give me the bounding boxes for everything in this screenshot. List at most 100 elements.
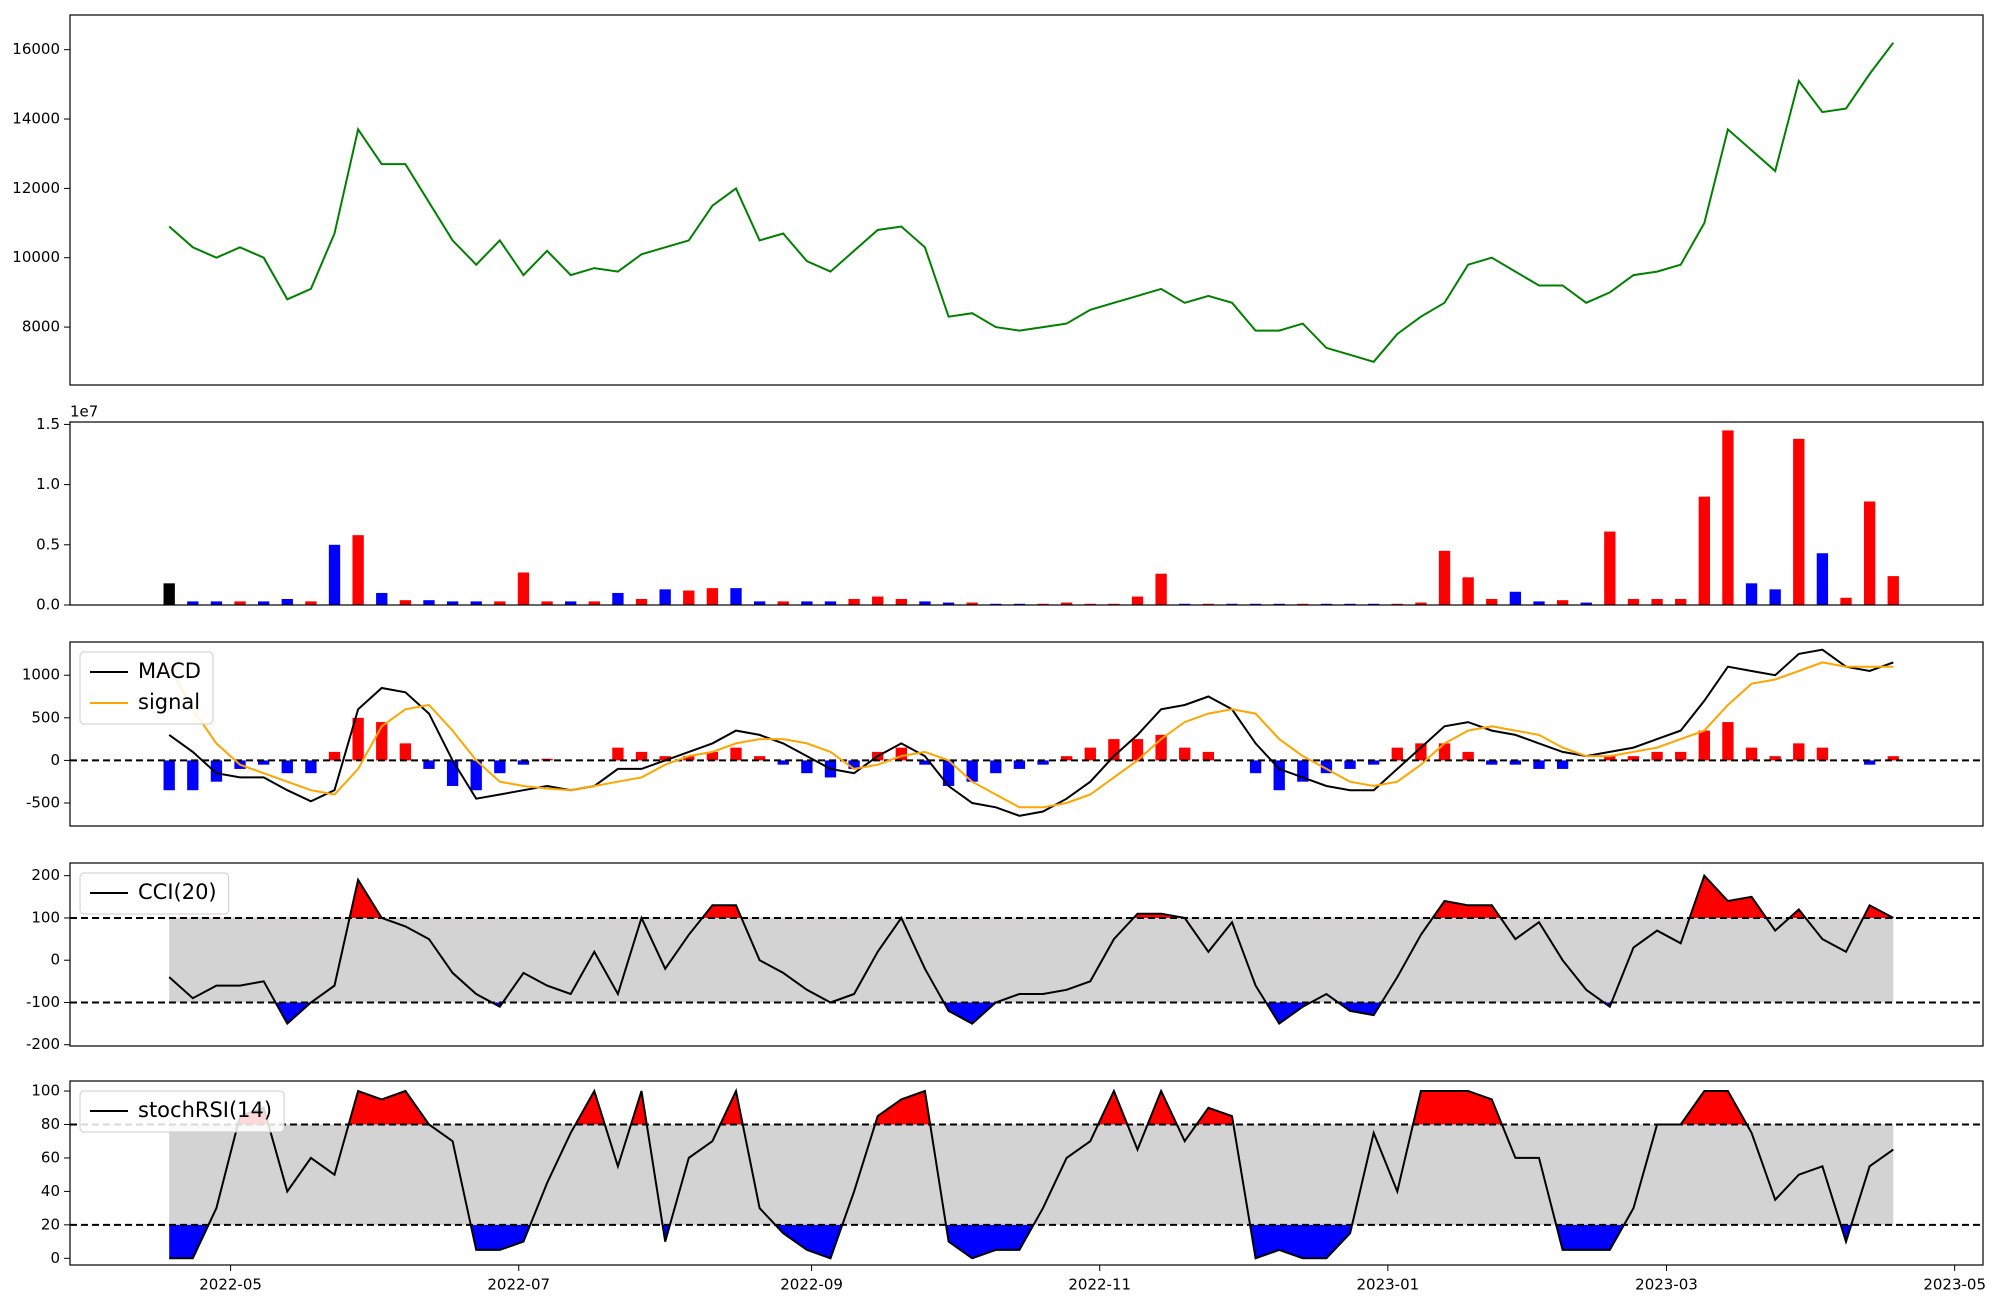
histogram-bar bbox=[1368, 760, 1380, 765]
x-tick-label: 2022-11 bbox=[1068, 1276, 1131, 1294]
legend-label: signal bbox=[138, 690, 200, 714]
y-tick-label: 200 bbox=[31, 866, 60, 884]
volume-bar bbox=[1368, 603, 1380, 605]
histogram-bar bbox=[895, 747, 907, 761]
histogram-bar bbox=[1533, 760, 1545, 769]
volume-bar bbox=[872, 596, 884, 605]
upper-fill bbox=[169, 1091, 1894, 1125]
volume-bar bbox=[824, 601, 837, 605]
histogram-bar bbox=[1179, 747, 1191, 761]
panel: MACD signal -500 0 500 1000 bbox=[22, 641, 1984, 827]
volume-bar bbox=[1226, 603, 1238, 605]
x-tick-label: 2023-05 bbox=[1923, 1276, 1986, 1294]
frame bbox=[69, 14, 1984, 386]
volume-bar bbox=[1675, 598, 1687, 605]
volume-bar bbox=[1320, 603, 1333, 605]
histogram-bar bbox=[1297, 760, 1309, 782]
volume-bar bbox=[1084, 603, 1096, 605]
indicator-line bbox=[168, 648, 1894, 817]
histogram-bar bbox=[730, 747, 742, 761]
histogram-bar bbox=[848, 760, 860, 769]
volume-bar bbox=[470, 601, 482, 605]
y-tick-label: 0 bbox=[50, 1249, 60, 1267]
histogram-bar bbox=[281, 760, 293, 774]
histogram-bar bbox=[1651, 751, 1663, 761]
panel: CCI(20) -200 -100 0 100 200 bbox=[26, 862, 1984, 1053]
histogram-bar bbox=[446, 760, 459, 786]
volume-bar bbox=[612, 592, 624, 605]
histogram-bar bbox=[1415, 743, 1427, 761]
volume-bar bbox=[1722, 430, 1734, 605]
histogram-bar bbox=[1273, 760, 1285, 791]
volume-bar bbox=[1533, 601, 1545, 605]
x-tick-label: 2023-01 bbox=[1357, 1276, 1420, 1294]
volume-bar bbox=[1249, 603, 1262, 605]
price-line bbox=[168, 42, 1895, 363]
panel: 1e7 0.0 0.5 1.0 1.5 bbox=[36, 403, 1984, 614]
y-tick-label: 0.0 bbox=[36, 596, 60, 614]
legend-label: stochRSI(14) bbox=[138, 1098, 272, 1122]
legend-box bbox=[79, 872, 230, 915]
volume-bar bbox=[1013, 603, 1026, 605]
y-tick-label: -200 bbox=[26, 1035, 60, 1053]
y-tick-label: 0.5 bbox=[36, 535, 60, 553]
volume-bar bbox=[1556, 600, 1569, 605]
histogram-bar bbox=[683, 756, 695, 761]
histogram-bar bbox=[1816, 747, 1829, 761]
volume-bar bbox=[1698, 496, 1710, 605]
histogram-bar bbox=[163, 760, 175, 791]
y-tick-label: 100 bbox=[31, 1082, 60, 1100]
volume-bar bbox=[1179, 603, 1191, 605]
volume-bar bbox=[1769, 589, 1781, 605]
indicator-line bbox=[168, 661, 1894, 809]
y-tick-label: 14000 bbox=[12, 110, 60, 128]
histogram-bar bbox=[470, 760, 482, 791]
histogram-bar bbox=[1462, 751, 1474, 761]
volume-bar bbox=[541, 601, 553, 605]
volume-bar bbox=[1486, 598, 1498, 605]
y-tick-label: 8000 bbox=[22, 318, 60, 336]
volume-bar bbox=[376, 592, 388, 605]
volume-bar bbox=[305, 601, 317, 605]
histogram-bar bbox=[1249, 760, 1262, 774]
volume-bar bbox=[683, 590, 695, 605]
volume-bar bbox=[1060, 602, 1073, 605]
volume-bar bbox=[1816, 553, 1829, 605]
volume-bar bbox=[1863, 501, 1876, 605]
legend: CCI(20) bbox=[79, 872, 230, 915]
histogram-bar bbox=[1722, 722, 1734, 761]
volume-bar bbox=[187, 601, 199, 605]
histogram-bar bbox=[1675, 751, 1687, 761]
volume-bar bbox=[1438, 550, 1451, 605]
volume-bar bbox=[446, 601, 459, 605]
x-tick-label: 2023-03 bbox=[1635, 1276, 1698, 1294]
histogram-bar bbox=[423, 760, 435, 769]
volume-bar bbox=[990, 603, 1002, 605]
histogram-bar bbox=[187, 760, 199, 791]
histogram-bar bbox=[1486, 760, 1498, 765]
volume-bar bbox=[399, 600, 412, 605]
volume-bar bbox=[966, 602, 978, 605]
histogram-bar bbox=[1627, 756, 1640, 761]
histogram-bar bbox=[1509, 760, 1522, 765]
histogram-bar bbox=[801, 760, 813, 774]
histogram-bar bbox=[1438, 743, 1451, 761]
volume-bar bbox=[1745, 583, 1758, 605]
volume-bar bbox=[1202, 603, 1215, 605]
histogram-bar bbox=[966, 760, 978, 782]
histogram-bar bbox=[1391, 747, 1403, 761]
indicator-line bbox=[169, 1087, 1894, 1260]
legend: MACD signal bbox=[79, 651, 214, 725]
plot-area bbox=[168, 42, 1895, 363]
volume-bar bbox=[352, 535, 364, 605]
frame bbox=[69, 421, 1984, 606]
frame bbox=[69, 641, 1984, 827]
volume-bar bbox=[1840, 597, 1852, 605]
volume-bar bbox=[257, 601, 270, 605]
lower-fill bbox=[169, 1224, 1894, 1259]
volume-bar bbox=[1604, 531, 1616, 605]
volume-bar bbox=[1462, 577, 1474, 605]
panel: 8000 10000 12000 14000 16000 bbox=[12, 14, 1984, 386]
histogram-bar bbox=[1344, 760, 1356, 769]
